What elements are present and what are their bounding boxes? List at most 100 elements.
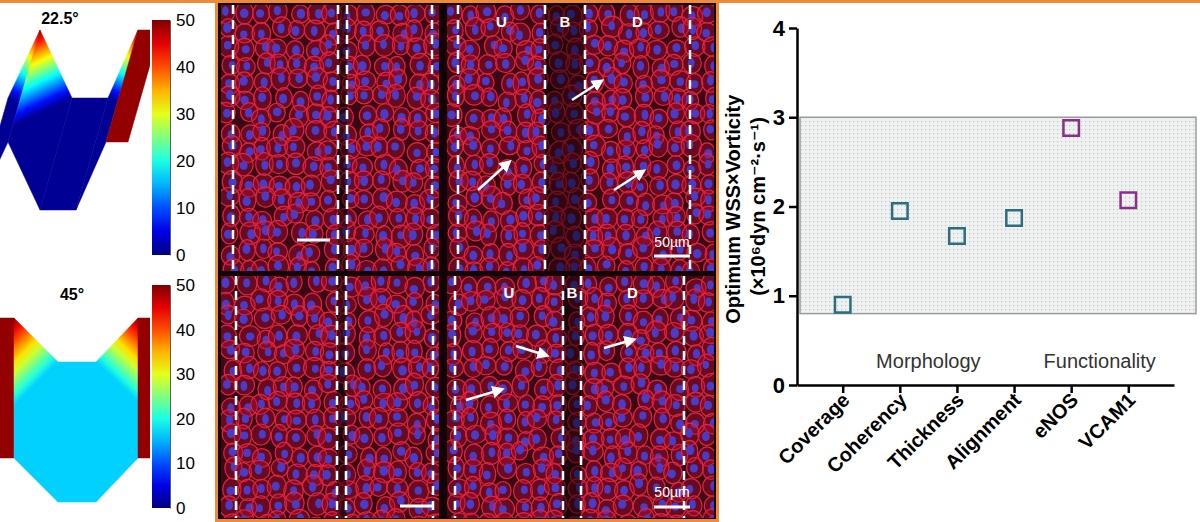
nucleus <box>536 28 543 38</box>
arrow <box>572 82 600 100</box>
nucleus <box>325 59 332 68</box>
nucleus <box>378 295 386 304</box>
cell <box>307 517 326 518</box>
region-boundary <box>689 5 692 271</box>
nucleus <box>625 312 632 322</box>
nucleus <box>688 316 696 325</box>
cell <box>635 85 652 107</box>
x-axis-line <box>798 384 1175 387</box>
nucleus <box>348 144 355 153</box>
geometry-panel: 45°01020304050 <box>0 276 195 518</box>
nucleus <box>536 8 543 18</box>
surface <box>0 318 150 502</box>
nucleus <box>658 265 665 271</box>
nucleus <box>243 244 251 254</box>
cell <box>699 154 714 176</box>
nucleus <box>433 109 439 118</box>
colorbar-axis: 01020304050 <box>170 11 195 265</box>
nucleus <box>273 247 280 255</box>
nucleus <box>505 346 512 355</box>
nucleus <box>274 143 281 153</box>
region-boundary <box>431 5 434 271</box>
y-tick-mark <box>789 117 797 120</box>
y-axis-title: Optimum WSS×Vorticity (×10⁶dyn cm⁻²·s⁻¹) <box>722 89 769 324</box>
nucleus <box>502 59 509 69</box>
nucleus <box>499 384 507 393</box>
nucleus <box>692 110 700 118</box>
nucleus <box>222 6 229 16</box>
region-boundary <box>346 5 349 271</box>
nucleus <box>306 180 314 190</box>
nucleus <box>522 503 529 511</box>
nucleus <box>643 515 651 518</box>
surface-face <box>138 318 150 458</box>
cell <box>619 515 638 518</box>
region-boundary <box>580 276 583 518</box>
nucleus <box>671 180 679 190</box>
nucleus <box>378 516 385 518</box>
nucleus <box>702 432 710 441</box>
nucleus <box>675 265 682 271</box>
nucleus <box>347 399 355 408</box>
nucleus <box>519 243 527 252</box>
cell <box>633 56 649 79</box>
cell <box>422 359 439 379</box>
figure: 22.5°0102030405045°01020304050UBD50µmUBD… <box>0 0 1200 522</box>
nucleus <box>522 278 530 288</box>
nucleus <box>362 228 369 238</box>
cell <box>221 276 235 294</box>
nucleus <box>274 6 281 15</box>
nucleus <box>272 515 280 518</box>
region-label: U <box>496 13 507 30</box>
y-tick-mark <box>789 206 797 209</box>
nucleus <box>244 486 251 495</box>
nucleus <box>657 76 666 84</box>
nucleus <box>380 310 388 319</box>
nucleus <box>378 175 385 184</box>
nucleus <box>322 470 331 480</box>
nucleus <box>394 398 402 408</box>
nucleus <box>503 267 510 271</box>
nucleus <box>360 91 367 99</box>
nucleus <box>619 95 627 105</box>
nucleus <box>483 471 491 480</box>
frame <box>0 0 1200 522</box>
nucleus <box>240 76 248 85</box>
cell <box>239 240 255 261</box>
nucleus <box>672 363 679 372</box>
nucleus <box>306 247 313 257</box>
colorbar-tick-label: 10 <box>176 199 195 218</box>
nucleus <box>261 160 268 170</box>
nucleus <box>486 262 493 270</box>
cell <box>286 276 302 292</box>
nucleus <box>642 201 649 210</box>
cell <box>271 305 291 324</box>
nucleus <box>506 251 513 261</box>
nucleus <box>705 160 712 169</box>
cell <box>388 276 408 294</box>
nucleus <box>223 109 231 118</box>
nucleus <box>312 365 319 373</box>
nucleus <box>709 250 714 259</box>
frame-line <box>215 0 218 522</box>
nucleus <box>312 414 319 424</box>
nucleus <box>488 125 495 133</box>
cell <box>613 495 633 516</box>
cell <box>302 193 321 211</box>
nucleus <box>374 141 382 151</box>
nucleus <box>378 433 386 443</box>
nucleus <box>501 362 509 371</box>
nucleus <box>524 109 531 119</box>
nucleus <box>622 267 629 271</box>
region-boundary <box>454 276 457 518</box>
cell <box>268 391 287 410</box>
nucleus <box>516 312 524 321</box>
arrow <box>478 163 508 190</box>
nucleus <box>540 386 547 394</box>
nucleus <box>396 327 403 337</box>
nucleus <box>537 231 544 239</box>
nucleus <box>328 499 335 508</box>
nucleus <box>394 75 402 84</box>
surface <box>0 30 150 210</box>
cell <box>480 224 496 246</box>
